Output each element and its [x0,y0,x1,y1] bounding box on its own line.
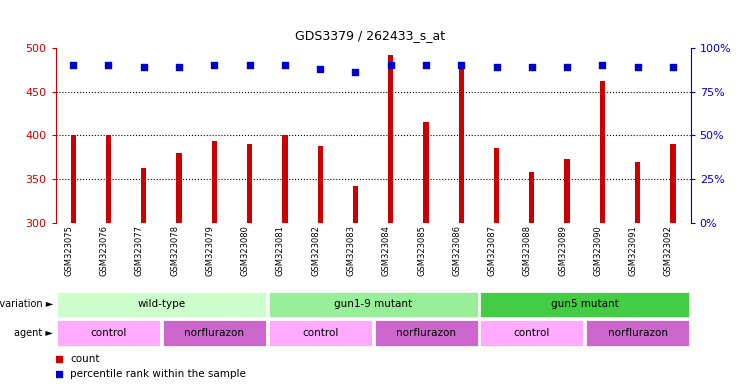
Point [491,64,502,70]
Text: GSM323079: GSM323079 [205,225,214,276]
Point [67,62,79,68]
Bar [318,146,323,223]
Text: norflurazon: norflurazon [185,328,245,338]
Text: wild-type: wild-type [137,299,185,310]
Point [279,62,290,68]
Text: GDS3379 / 262433_s_at: GDS3379 / 262433_s_at [296,29,445,42]
Text: control: control [302,328,339,338]
Text: GSM323083: GSM323083 [347,225,356,276]
Point [526,64,538,70]
Point [350,70,362,76]
Bar [635,162,640,223]
Bar [247,144,252,223]
Text: gun5 mutant: gun5 mutant [551,299,619,310]
Text: GSM323092: GSM323092 [664,225,673,276]
Point [102,62,114,68]
Text: control: control [90,328,127,338]
Point [244,62,256,68]
Bar [106,135,111,223]
Text: GSM323091: GSM323091 [628,225,638,276]
Point [667,64,679,70]
Text: GSM323089: GSM323089 [558,225,567,276]
Bar [70,135,76,223]
Text: norflurazon: norflurazon [608,328,668,338]
Point [597,62,608,68]
Text: genotype/variation ►: genotype/variation ► [0,299,53,310]
Bar [57,292,266,317]
Point [385,62,396,68]
Bar [388,55,393,223]
Text: GSM323077: GSM323077 [135,225,144,276]
Text: GSM323087: GSM323087 [488,225,496,276]
Bar [163,320,266,346]
Bar [282,135,288,223]
Point [456,62,468,68]
Point [208,62,220,68]
Text: GSM323080: GSM323080 [241,225,250,276]
Text: GSM323078: GSM323078 [170,225,179,276]
Bar [141,168,147,223]
Bar [671,144,676,223]
Bar [212,141,217,223]
Bar [374,320,477,346]
Bar [57,320,160,346]
Text: gun1-9 mutant: gun1-9 mutant [334,299,412,310]
Bar [599,81,605,223]
Point [314,66,326,72]
Text: GSM323081: GSM323081 [276,225,285,276]
Text: count: count [70,354,99,364]
Text: GSM323076: GSM323076 [99,225,108,276]
Bar [586,320,689,346]
Point [173,64,185,70]
Bar [353,186,358,223]
Point [561,64,573,70]
Text: GSM323090: GSM323090 [594,225,602,276]
Text: GSM323075: GSM323075 [64,225,73,276]
Point [632,64,644,70]
Bar [494,149,499,223]
Text: percentile rank within the sample: percentile rank within the sample [70,369,246,379]
Text: control: control [514,328,550,338]
Bar [176,153,182,223]
Bar [269,320,372,346]
Bar [459,65,464,223]
Text: GSM323082: GSM323082 [311,225,320,276]
Text: agent ►: agent ► [15,328,53,338]
Bar [565,159,570,223]
Text: GSM323086: GSM323086 [452,225,462,276]
Point [420,62,432,68]
Bar [423,122,428,223]
Text: GSM323088: GSM323088 [523,225,532,276]
Text: GSM323084: GSM323084 [382,225,391,276]
Bar [269,292,477,317]
Bar [480,320,583,346]
Text: GSM323085: GSM323085 [417,225,426,276]
Text: norflurazon: norflurazon [396,328,456,338]
Bar [529,172,534,223]
Point [138,64,150,70]
Bar [480,292,689,317]
